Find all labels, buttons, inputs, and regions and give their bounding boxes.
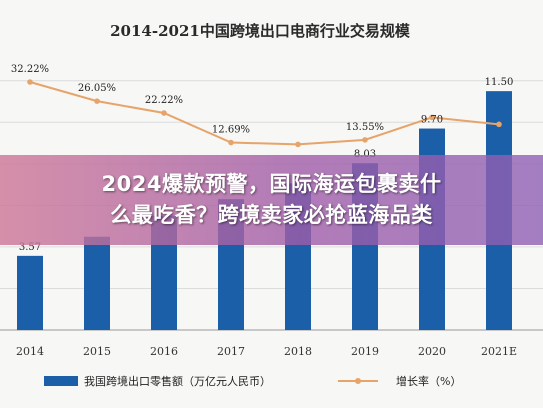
growth-point-2019 — [362, 137, 368, 143]
growth-label-2015: 26.05% — [78, 83, 116, 94]
legend-label-bars: 我国跨境出口零售额（万亿元人民币） — [84, 374, 271, 388]
bar-value-label-2014: 3.57 — [19, 242, 41, 253]
legend-swatch-bars — [44, 376, 78, 386]
promo-banner[interactable]: 2024爆款预警，国际海运包裹卖什 么最吃香？跨境卖家必抢蓝海品类 — [0, 155, 543, 245]
growth-point-2020 — [429, 114, 435, 121]
growth-point-2016 — [161, 110, 167, 116]
x-tick-2020: 2020 — [418, 345, 446, 358]
growth-label-2016: 22.22% — [145, 95, 183, 106]
growth-point-2015 — [94, 98, 100, 104]
x-tick-2017: 2017 — [217, 345, 245, 358]
bar-value-label-2021E: 11.50 — [485, 77, 514, 88]
growth-point-2021E — [496, 121, 502, 128]
x-tick-2019: 2019 — [351, 345, 379, 358]
x-tick-2014: 2014 — [16, 345, 44, 358]
banner-headline: 2024爆款预警，国际海运包裹卖什 么最吃香？跨境卖家必抢蓝海品类 — [101, 172, 442, 227]
legend-label-line: 增长率（%） — [396, 374, 461, 388]
bar-2015 — [84, 236, 110, 330]
x-axis: 2014 2015 2016 2017 2018 2019 2020 2021E — [16, 345, 517, 358]
x-tick-2021E: 2021E — [481, 345, 517, 358]
growth-line — [29, 81, 500, 146]
legend: 我国跨境出口零售额（万亿元人民币） 增长率（%） — [44, 374, 461, 388]
growth-label-2014: 32.22% — [11, 64, 49, 75]
chart-title: 2014-2021中国跨境出口电商行业交易规模 — [110, 22, 411, 40]
bar-value-label-2019: 8.03 — [354, 149, 376, 160]
bar-value-label-2020: 9.70 — [421, 115, 443, 126]
growth-label-2017: 12.69% — [212, 125, 250, 136]
growth-label-2019: 13.55% — [346, 122, 384, 133]
x-tick-2018: 2018 — [284, 345, 312, 358]
data-labels: 3.57 8.03 9.70 11.50 32.22% 26.05% 22.22% 12.69… — [11, 64, 513, 253]
growth-point-2014 — [27, 79, 33, 85]
legend-swatch-marker — [355, 378, 361, 384]
x-tick-2016: 2016 — [150, 345, 178, 358]
bar-2014 — [17, 255, 43, 330]
growth-line-series — [27, 79, 502, 148]
x-tick-2015: 2015 — [83, 345, 111, 358]
growth-point-2018 — [295, 141, 301, 148]
growth-point-2017 — [228, 139, 234, 146]
